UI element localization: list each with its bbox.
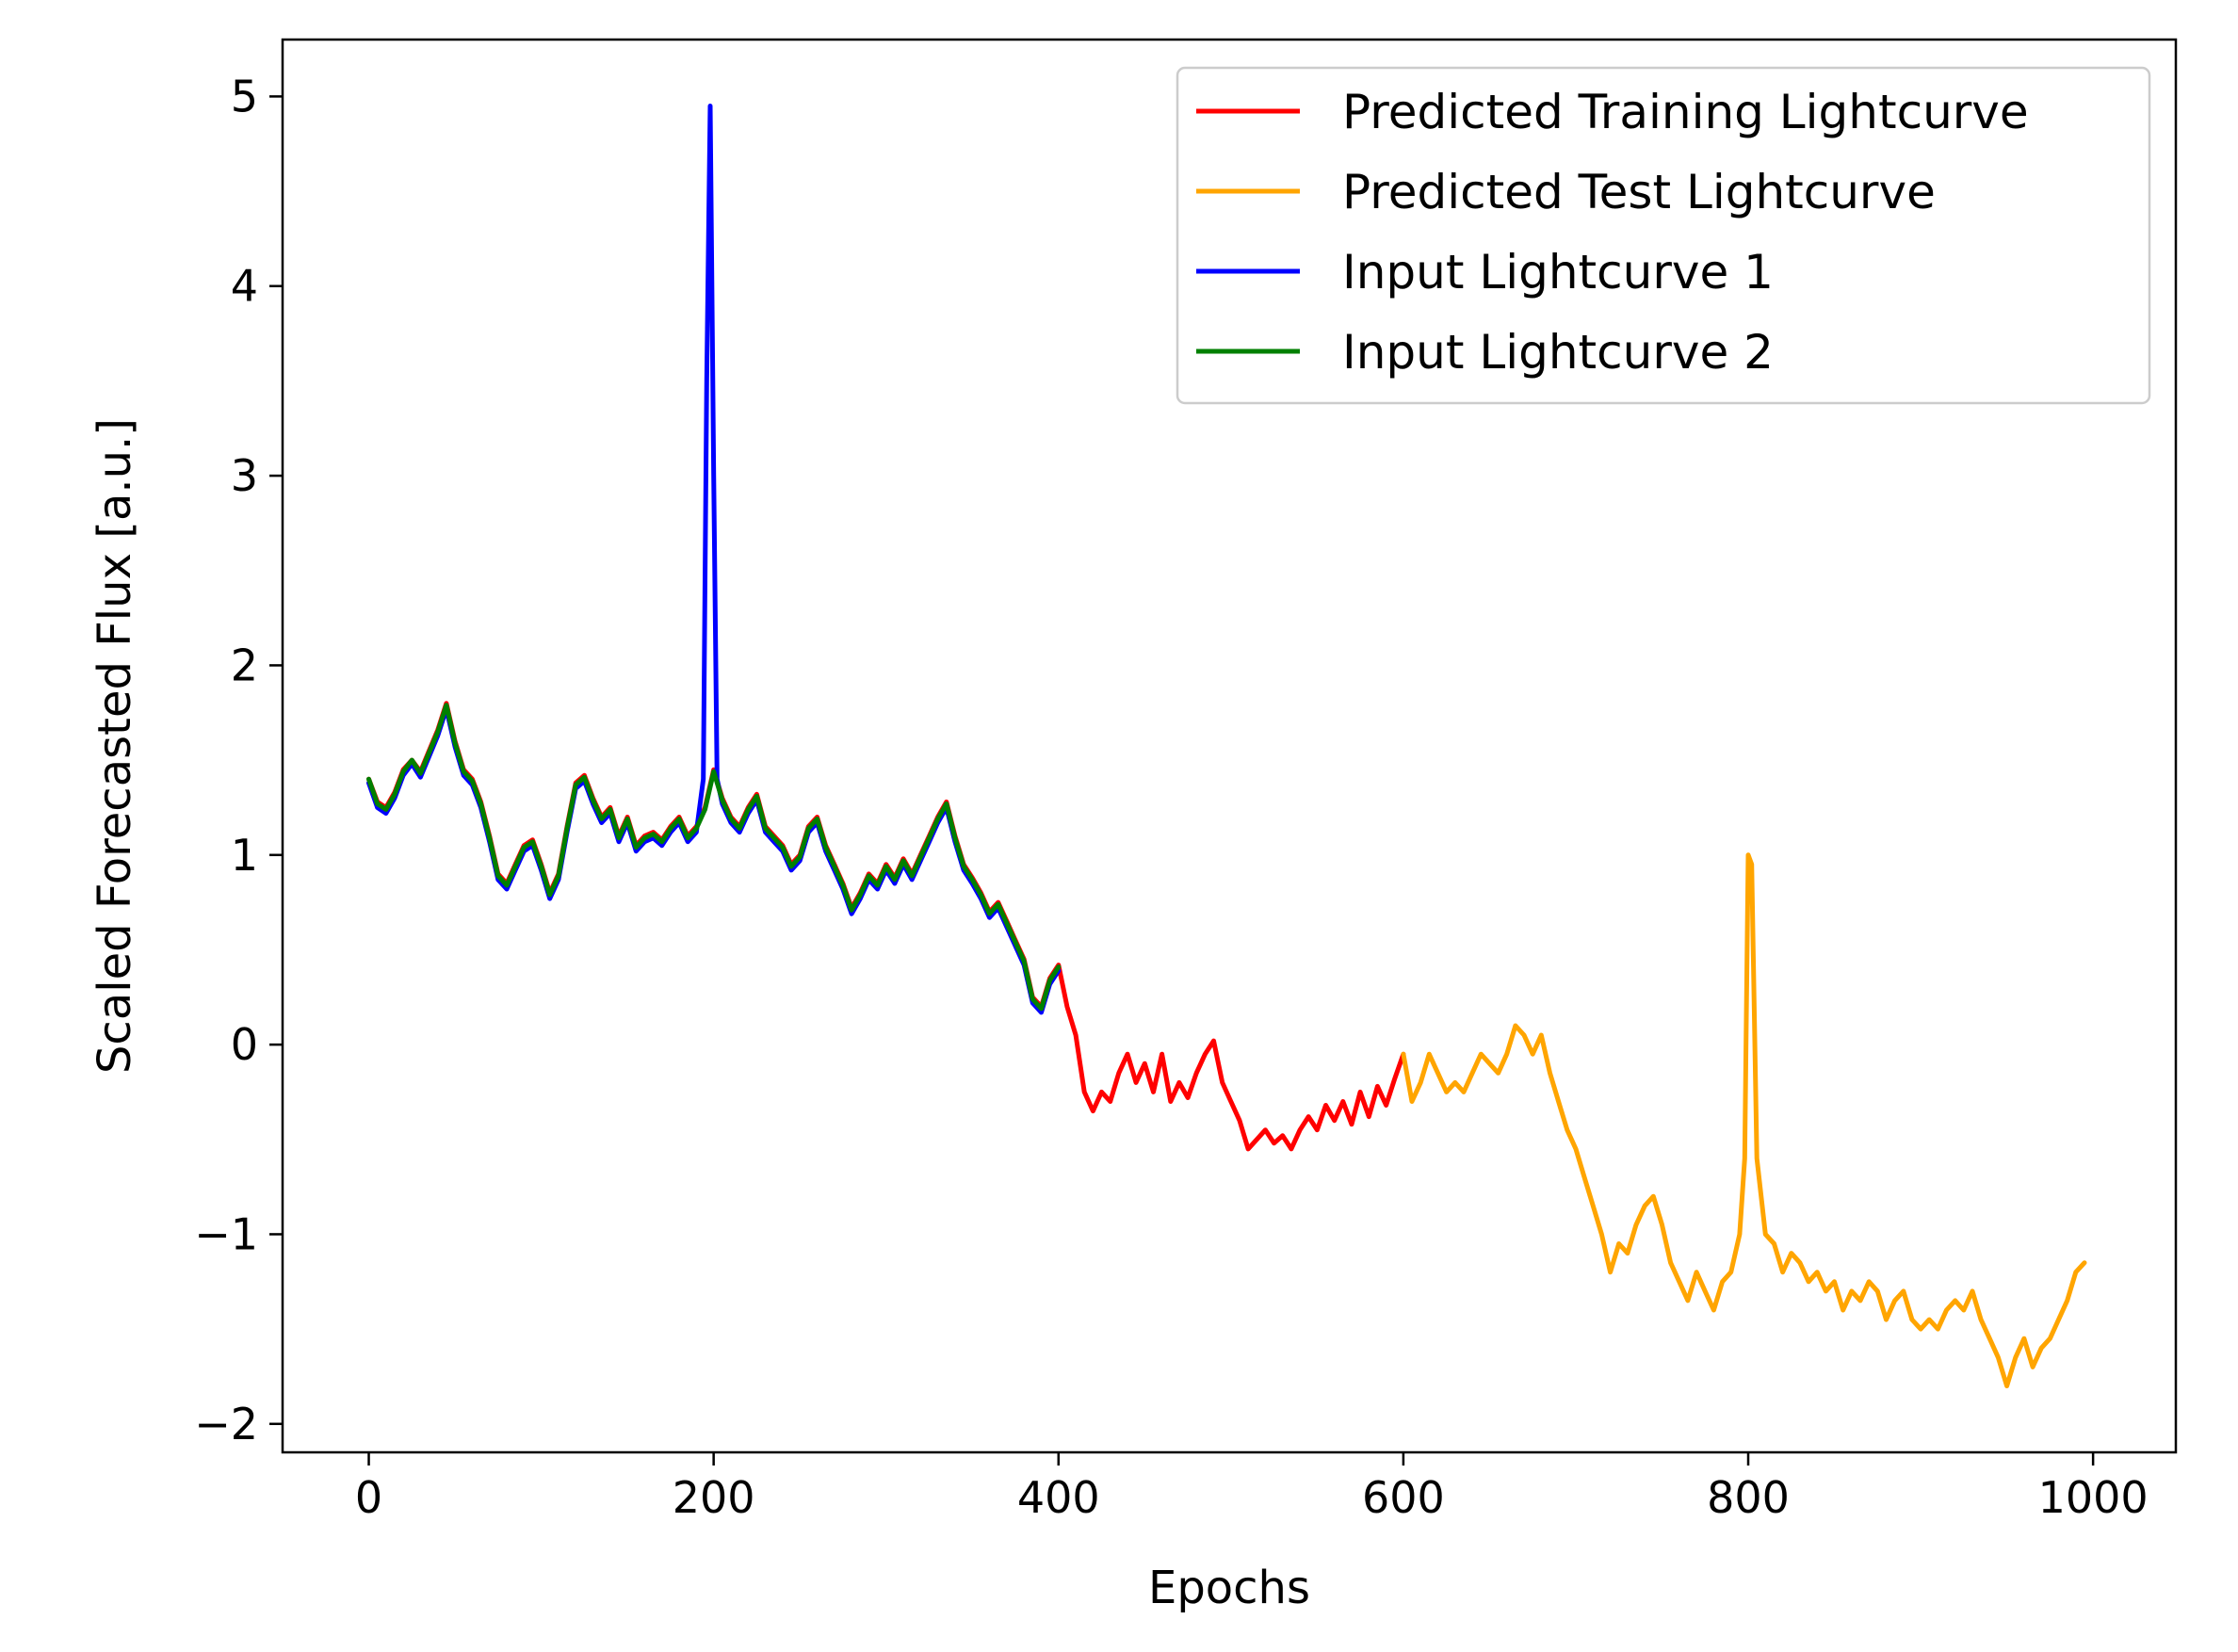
y-tick-label: −1 <box>194 1208 258 1259</box>
y-tick-label: −2 <box>194 1399 258 1450</box>
y-tick-label: 3 <box>231 450 258 501</box>
y-tick-label: 2 <box>231 640 258 690</box>
x-axis-label: Epochs <box>1148 1562 1310 1614</box>
x-tick-label: 1000 <box>2038 1472 2149 1523</box>
y-tick-label: 4 <box>231 261 258 312</box>
legend-label-2: Input Lightcurve 1 <box>1342 245 1774 300</box>
legend-label-3: Input Lightcurve 2 <box>1342 325 1774 380</box>
y-tick-label: 1 <box>231 830 258 881</box>
legend: Predicted Training Lightcurve Predicted T… <box>1176 66 2151 405</box>
x-tick-label: 800 <box>1707 1472 1790 1523</box>
series-layer <box>366 104 2087 1388</box>
x-tick-label: 600 <box>1362 1472 1445 1523</box>
x-tick-label: 200 <box>673 1472 755 1523</box>
x-tick-label: 400 <box>1017 1472 1100 1523</box>
ticks-layer: 0 200 400 600 800 1000 −2 −1 0 1 2 3 4 5 <box>194 71 2148 1523</box>
legend-label-0: Predicted Training Lightcurve <box>1342 85 2029 139</box>
legend-box <box>1176 66 2151 405</box>
series-line-1 <box>1401 852 2087 1388</box>
y-tick-label: 5 <box>231 71 258 121</box>
y-axis-label: Scaled Forecasted Flux [a.u.] <box>89 418 141 1074</box>
legend-label-1: Predicted Test Lightcurve <box>1342 165 1936 219</box>
plot-frame <box>281 38 2178 1454</box>
series-line-3 <box>366 703 1062 1012</box>
x-tick-label: 0 <box>355 1472 382 1523</box>
y-tick-label: 0 <box>231 1019 258 1070</box>
